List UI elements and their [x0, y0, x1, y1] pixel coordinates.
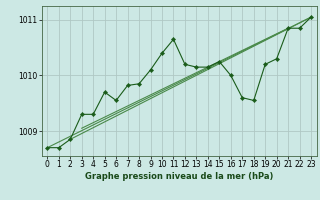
X-axis label: Graphe pression niveau de la mer (hPa): Graphe pression niveau de la mer (hPa) [85, 172, 273, 181]
